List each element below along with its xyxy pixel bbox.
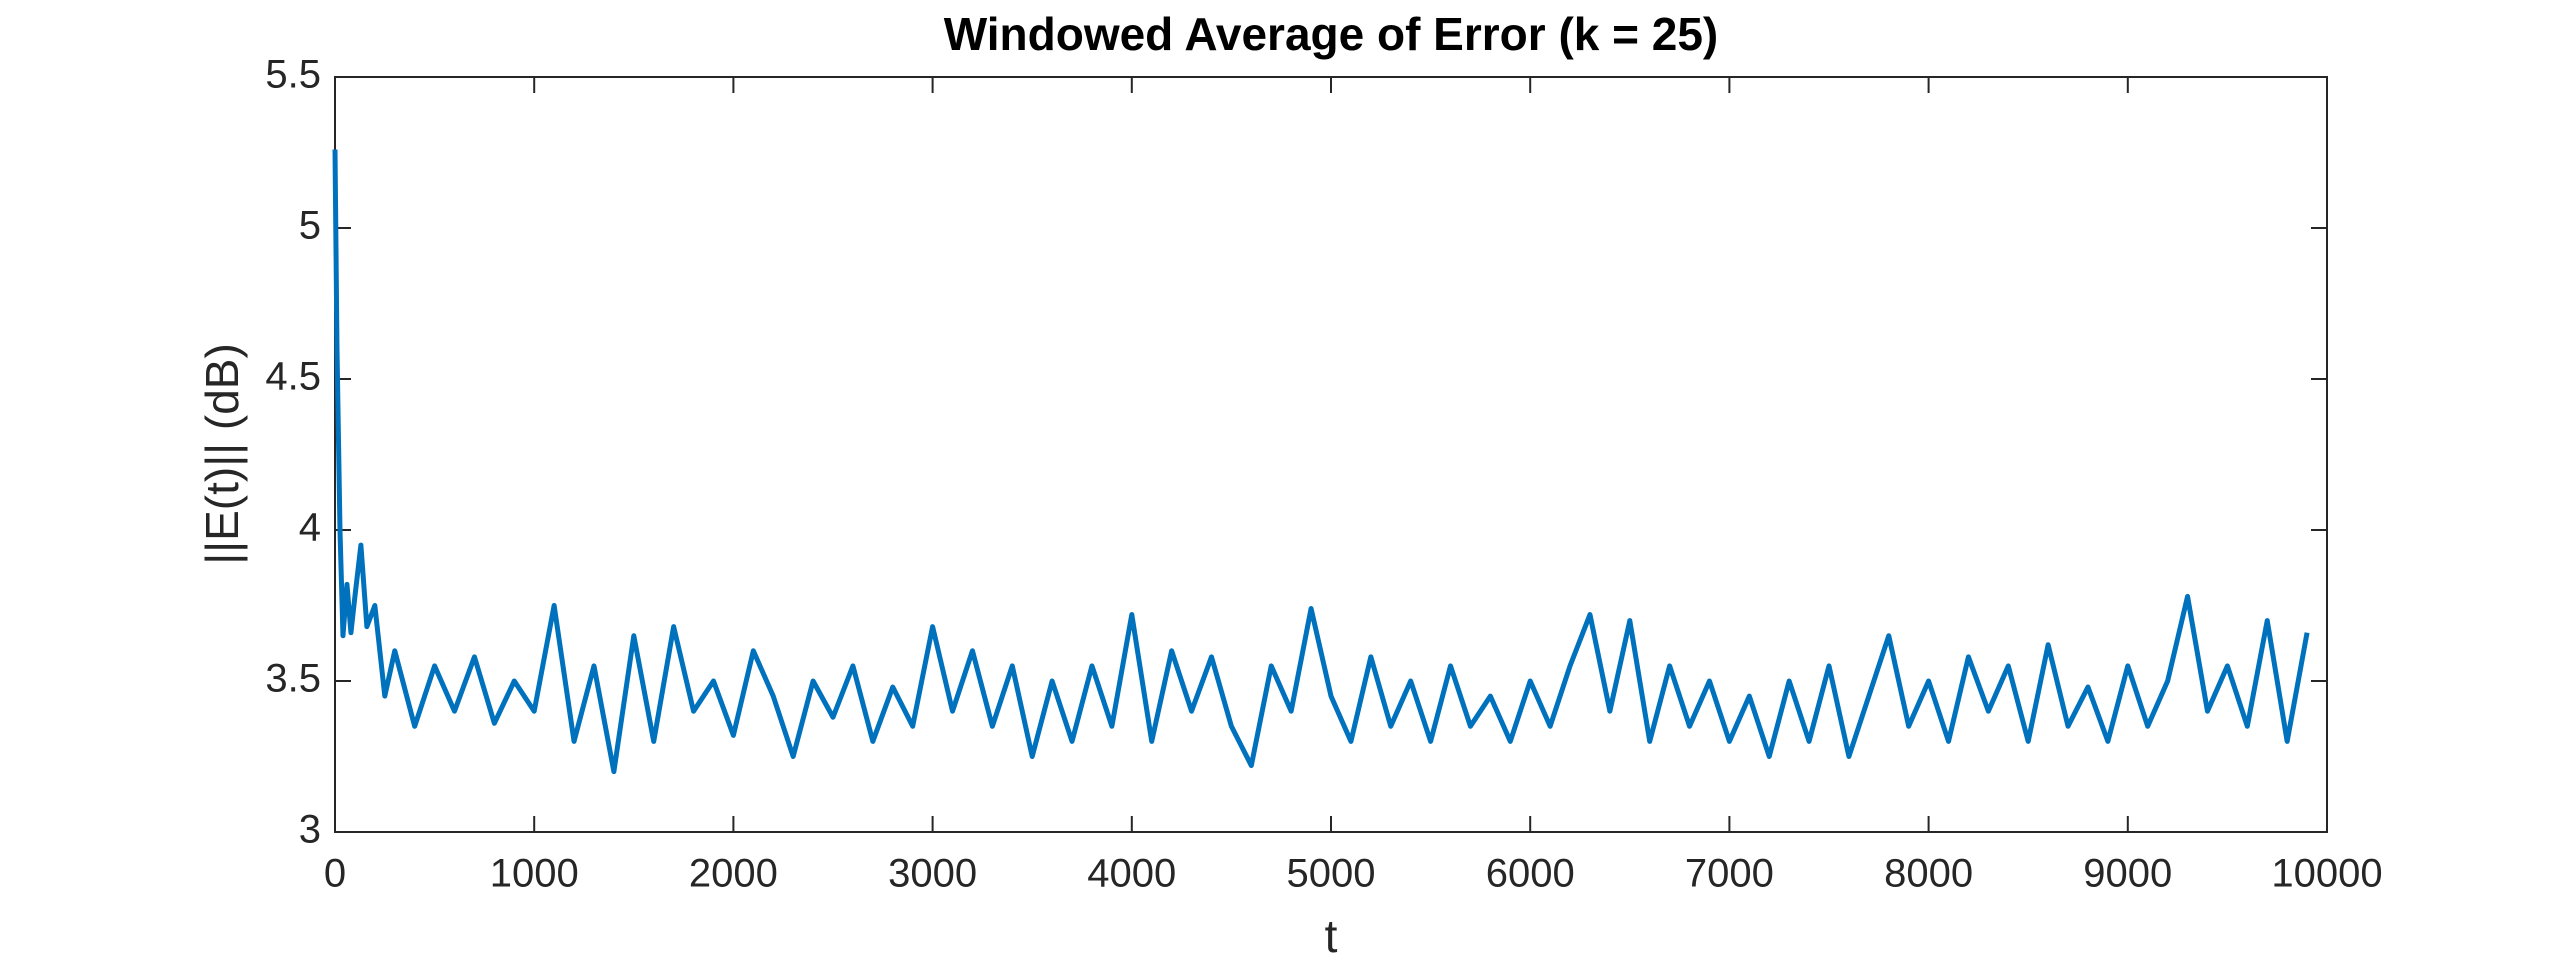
- data-line: [332, 149, 2310, 775]
- x-tick-label: 10000: [2271, 852, 2382, 896]
- x-tick-label: 6000: [1486, 852, 1575, 896]
- x-tick-label: 0: [324, 852, 346, 896]
- x-tick-label: 8000: [1884, 852, 1973, 896]
- y-axis-label: ||E(t)|| (dB): [196, 343, 248, 565]
- x-axis-label: t: [1325, 910, 1338, 962]
- x-tick-label: 1000: [490, 852, 579, 896]
- y-tick-label: 5: [299, 204, 321, 248]
- y-tick-label: 4: [299, 506, 321, 550]
- y-tick-label: 5.5: [265, 53, 321, 97]
- x-tick-label: 9000: [2083, 852, 2172, 896]
- x-tick-label: 7000: [1685, 852, 1774, 896]
- x-tick-label: 2000: [689, 852, 778, 896]
- x-tick-label: 4000: [1087, 852, 1176, 896]
- y-tick-label: 3: [299, 808, 321, 852]
- chart-title: Windowed Average of Error (k = 25): [944, 8, 1719, 60]
- plot-area: [334, 76, 2328, 833]
- y-tick-label: 3.5: [265, 657, 321, 701]
- x-tick-label: 5000: [1287, 852, 1376, 896]
- y-tick-label: 4.5: [265, 355, 321, 399]
- x-tick-label: 3000: [888, 852, 977, 896]
